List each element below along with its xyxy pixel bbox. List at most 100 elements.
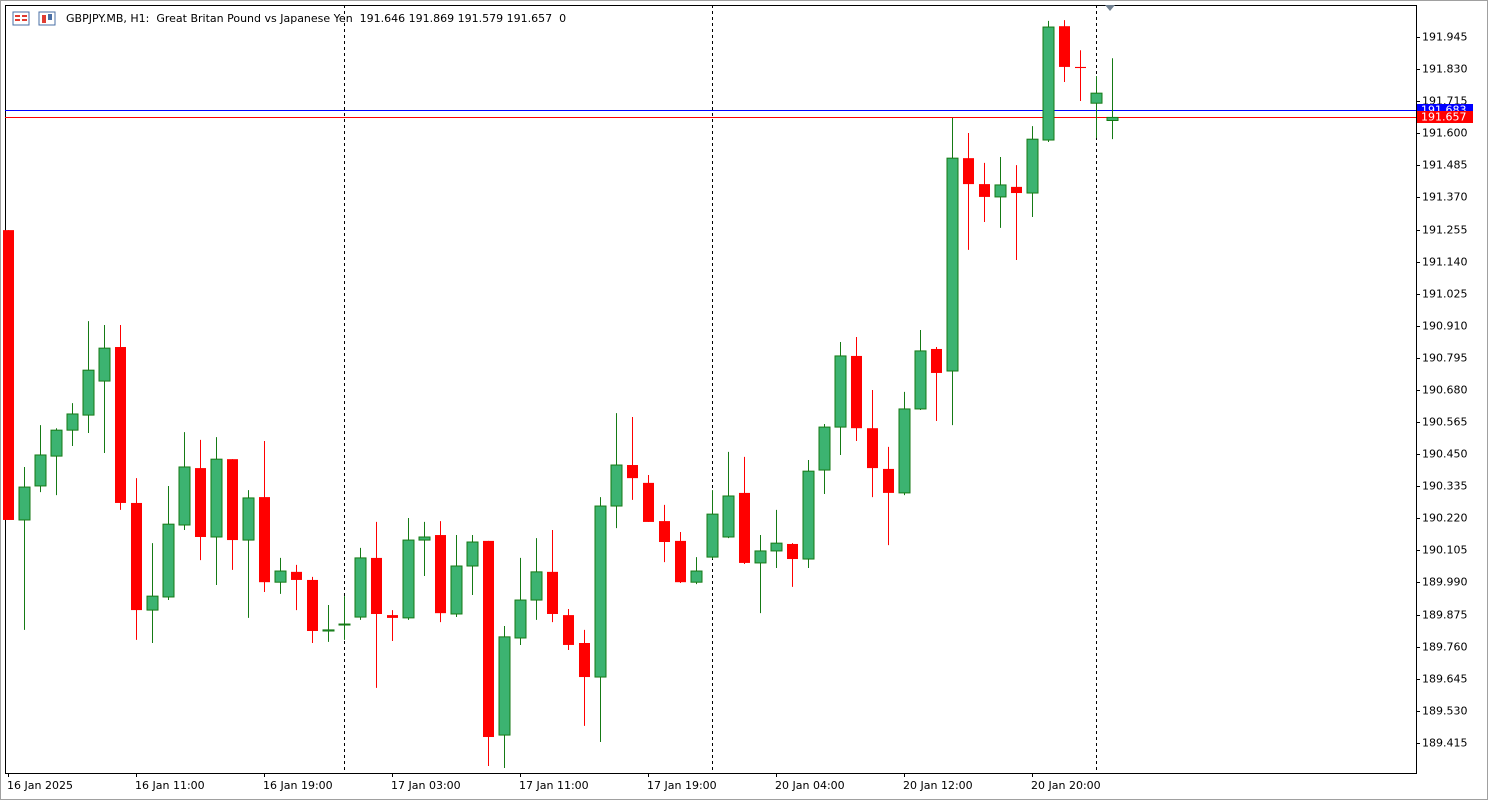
- candle-body: [643, 482, 654, 522]
- candle-body: [1011, 186, 1022, 194]
- candle-body: [435, 535, 446, 614]
- candle-body: [387, 615, 398, 618]
- y-tick-label: 190.910: [1422, 320, 1468, 333]
- price-tag-label: 191.657: [1421, 111, 1467, 124]
- y-tick-label: 189.415: [1422, 737, 1468, 750]
- candle-body: [274, 570, 287, 583]
- candle-body: [818, 426, 831, 471]
- y-tick-label: 189.990: [1422, 576, 1468, 589]
- y-tick-label: 189.760: [1422, 641, 1468, 654]
- candle-body: [1090, 92, 1103, 104]
- y-tick-label: 190.565: [1422, 416, 1468, 429]
- candle-body: [851, 355, 862, 429]
- current-bar-marker: [1105, 5, 1115, 11]
- candle-body: [259, 497, 270, 583]
- candle-body: [963, 158, 974, 185]
- candle-body: [931, 348, 942, 373]
- candle-body: [914, 350, 927, 410]
- candle-body: [946, 157, 959, 372]
- x-tick-label: 17 Jan 11:00: [519, 779, 589, 792]
- candle-body: [402, 539, 415, 619]
- candle-body: [514, 599, 527, 639]
- candle-body: [706, 513, 719, 558]
- x-tick-label: 17 Jan 03:00: [391, 779, 461, 792]
- x-tick-label: 16 Jan 11:00: [135, 779, 205, 792]
- candle-body: [450, 565, 463, 615]
- y-tick-label: 189.875: [1422, 609, 1468, 622]
- y-tick-label: 191.370: [1422, 191, 1468, 204]
- candle-body: [195, 468, 206, 537]
- candle-body: [498, 636, 511, 736]
- plot-area: [5, 5, 1417, 774]
- candle-body: [291, 571, 302, 580]
- candle-body: [563, 615, 574, 645]
- candle-body: [610, 464, 623, 507]
- y-tick-label: 191.485: [1422, 159, 1468, 172]
- candle-body: [115, 347, 126, 503]
- candle-body: [1026, 138, 1039, 194]
- candle-body: [34, 454, 47, 487]
- y-tick-label: 191.945: [1422, 31, 1468, 44]
- y-tick-label: 191.830: [1422, 63, 1468, 76]
- y-tick-label: 190.335: [1422, 480, 1468, 493]
- candle-body: [530, 571, 543, 601]
- candle-body: [1042, 26, 1055, 141]
- candle-body: [979, 184, 990, 197]
- candle-body: [82, 369, 95, 416]
- y-tick-label: 190.220: [1422, 512, 1468, 525]
- candle-body: [210, 458, 223, 538]
- candle-body: [162, 523, 175, 598]
- icon: [38, 11, 56, 26]
- candle-body: [690, 570, 703, 583]
- candle-body: [354, 557, 367, 618]
- icon: [22, 15, 27, 17]
- chart-icons: [12, 11, 56, 26]
- candle-body: [50, 429, 63, 457]
- candle-body: [675, 540, 686, 583]
- price-tag: [1417, 111, 1473, 123]
- candle-body: [227, 459, 238, 541]
- icon: [22, 19, 27, 21]
- candle-body: [594, 505, 607, 678]
- candle-body: [579, 643, 590, 678]
- candle-body: [867, 428, 878, 469]
- y-tick-label: 191.140: [1422, 256, 1468, 269]
- y-tick-label: 190.795: [1422, 352, 1468, 365]
- candle-body: [242, 497, 255, 541]
- candle-body: [338, 623, 351, 626]
- candle-body: [739, 492, 750, 563]
- y-tick-label: 191.600: [1422, 127, 1468, 140]
- candle-body: [834, 355, 847, 428]
- candle-body: [483, 540, 494, 738]
- candle-body: [131, 502, 142, 611]
- candle-body: [3, 230, 14, 520]
- candle-body: [770, 542, 783, 552]
- y-tick-label: 190.450: [1422, 448, 1468, 461]
- candle-body: [322, 629, 335, 632]
- icon: [48, 14, 52, 20]
- candle-body: [898, 408, 911, 494]
- y-tick-label: 189.645: [1422, 673, 1468, 686]
- candle-body: [66, 413, 79, 431]
- candle-body: [1106, 116, 1119, 121]
- candle-body: [659, 521, 670, 543]
- candle-body: [994, 184, 1007, 198]
- candle-body: [466, 541, 479, 567]
- candle-body: [754, 550, 767, 564]
- x-tick-label: 16 Jan 2025: [7, 779, 73, 792]
- x-tick-label: 17 Jan 19:00: [647, 779, 717, 792]
- y-tick-label: 190.105: [1422, 544, 1468, 557]
- icon: [15, 19, 20, 21]
- x-tick-label: 16 Jan 19:00: [263, 779, 333, 792]
- candle-body: [371, 557, 382, 614]
- icon: [15, 15, 20, 17]
- icon: [12, 11, 30, 26]
- y-tick-label: 191.025: [1422, 288, 1468, 301]
- y-tick-label: 189.530: [1422, 705, 1468, 718]
- candle-body: [1075, 66, 1086, 69]
- y-tick-label: 190.680: [1422, 384, 1468, 397]
- candle-body: [722, 495, 735, 538]
- candle-body: [146, 595, 159, 611]
